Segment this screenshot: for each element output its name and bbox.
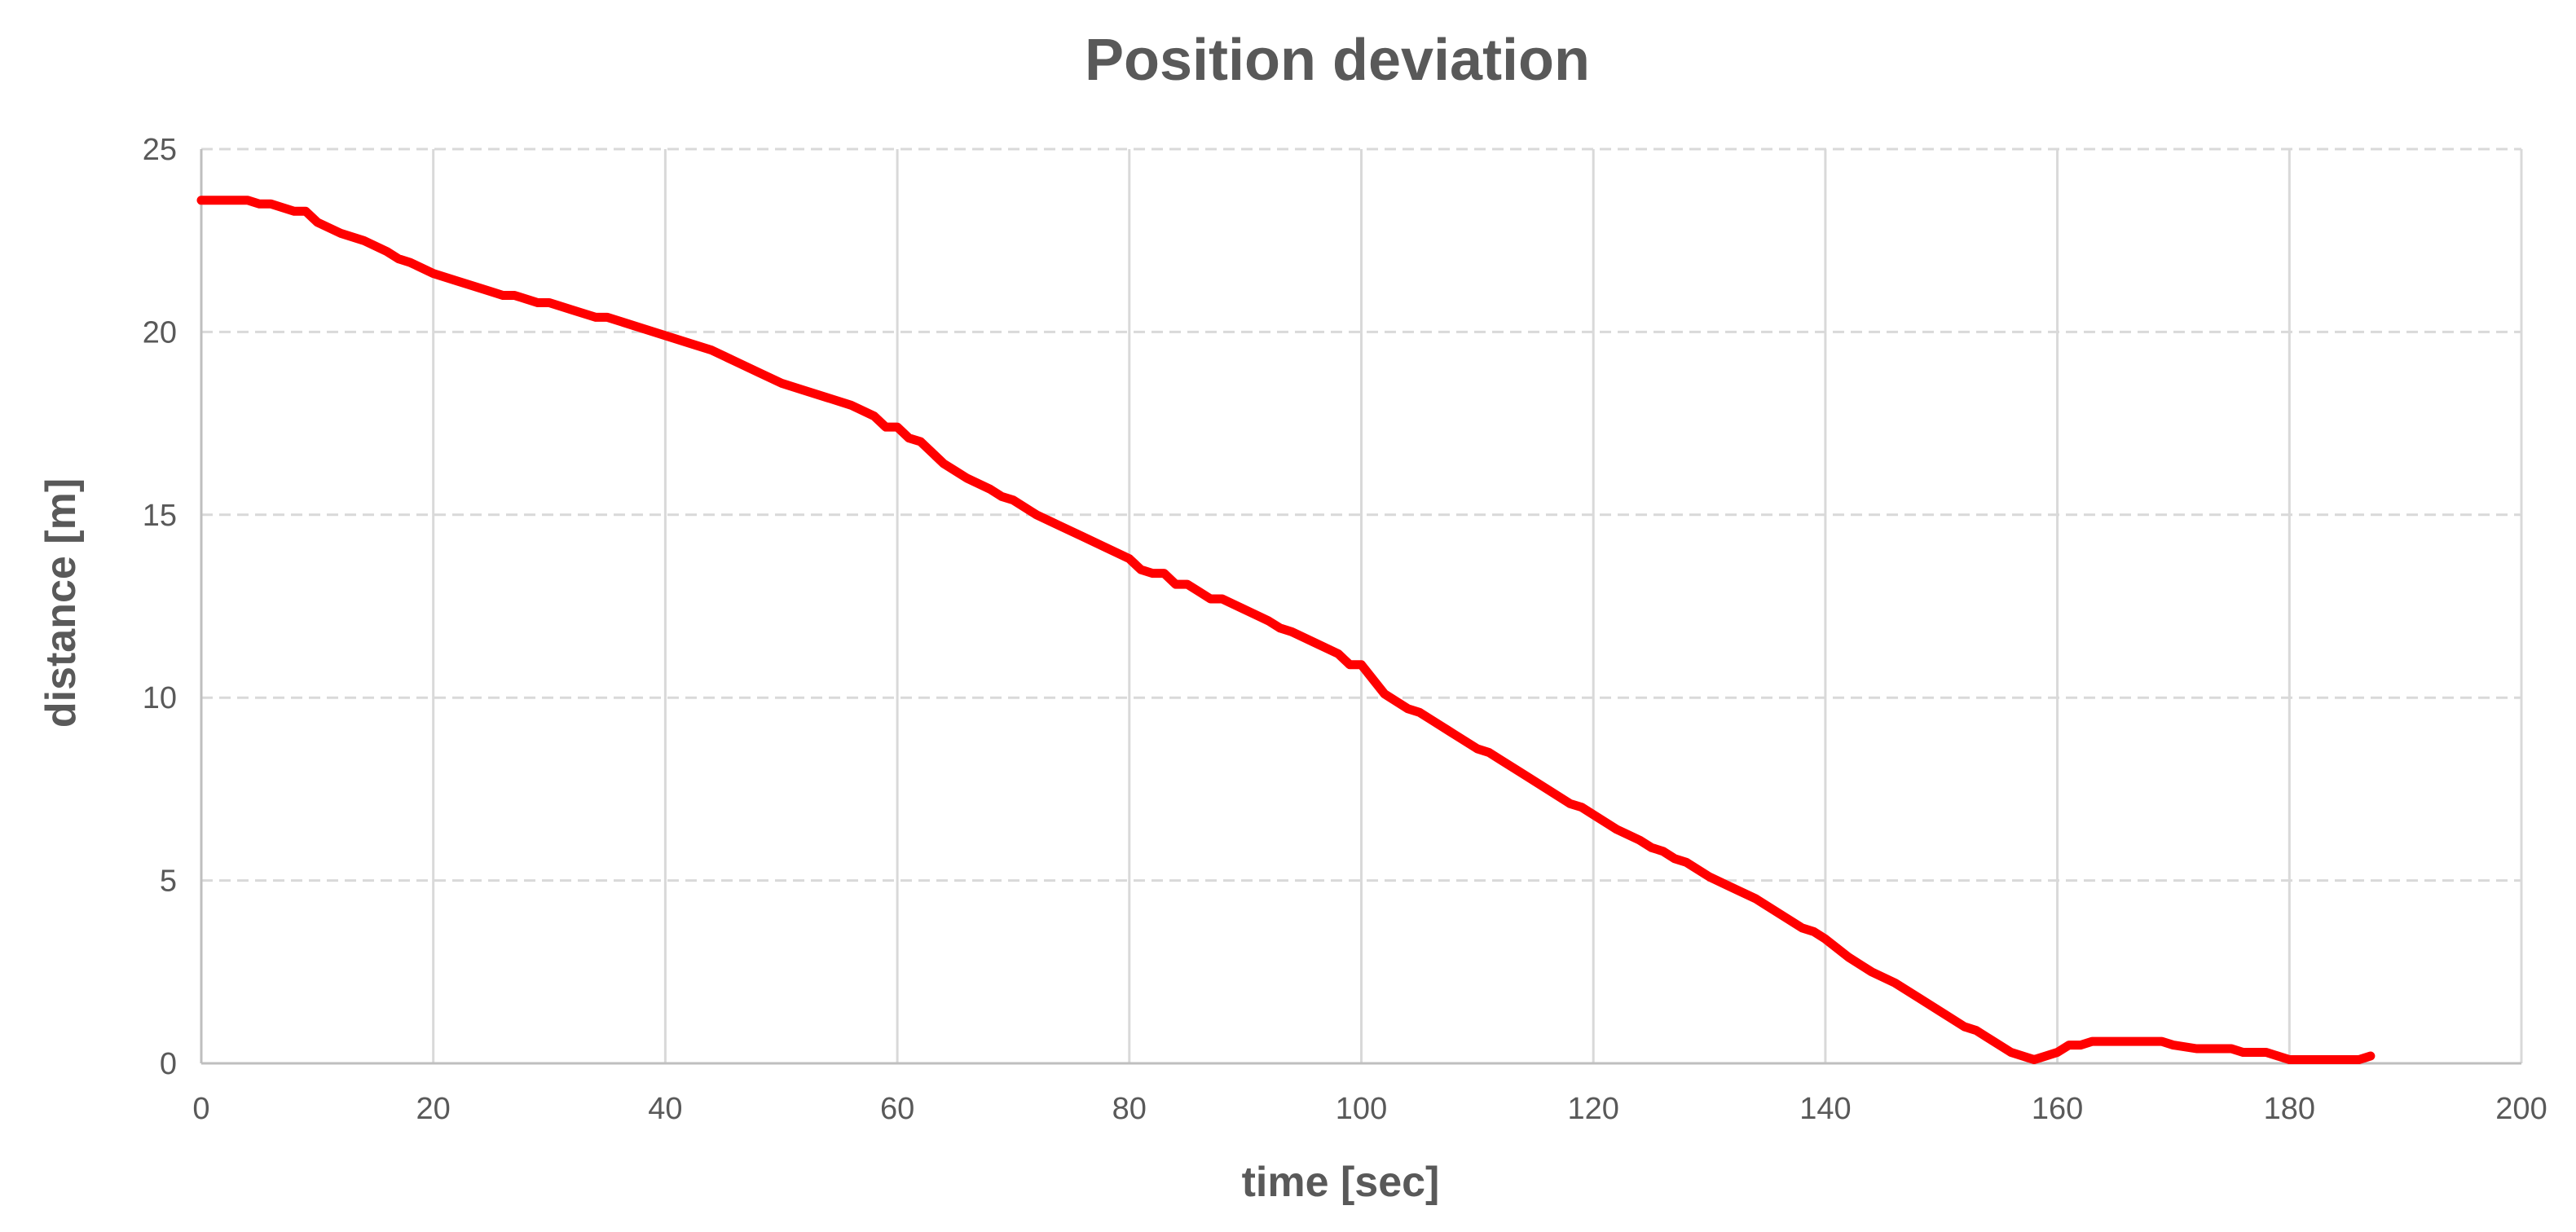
series-line-0 xyxy=(196,196,2376,1064)
gridlines xyxy=(201,147,2523,1063)
y-tick-label: 10 xyxy=(143,681,177,715)
y-tick-label: 0 xyxy=(160,1047,177,1081)
chart-title: Position deviation xyxy=(1085,28,1590,93)
x-tick-label: 60 xyxy=(880,1092,914,1126)
y-axis-title: distance [m] xyxy=(37,478,85,728)
x-axis-title: time [sec] xyxy=(1242,1159,1440,1206)
x-tick-label: 120 xyxy=(1567,1092,1618,1126)
tick-labels: 0 5 10 15 20 25 0 20 40 60 80 100 120 140 160 180 200 xyxy=(143,133,2547,1126)
y-tick-label: 5 xyxy=(160,865,177,899)
x-tick-label: 200 xyxy=(2495,1092,2547,1126)
x-tick-label: 140 xyxy=(1799,1092,1851,1126)
x-tick-label: 80 xyxy=(1112,1092,1147,1126)
x-tick-label: 40 xyxy=(648,1092,682,1126)
x-tick-label: 100 xyxy=(1336,1092,1387,1126)
x-tick-label: 0 xyxy=(192,1092,209,1126)
data-series xyxy=(196,196,2376,1064)
y-tick-label: 15 xyxy=(143,499,177,533)
y-tick-label: 20 xyxy=(143,315,177,350)
x-tick-label: 180 xyxy=(2264,1092,2315,1126)
x-tick-label: 160 xyxy=(2032,1092,2083,1126)
y-tick-label: 25 xyxy=(143,133,177,167)
axes xyxy=(200,149,2521,1065)
x-tick-label: 20 xyxy=(416,1092,451,1126)
